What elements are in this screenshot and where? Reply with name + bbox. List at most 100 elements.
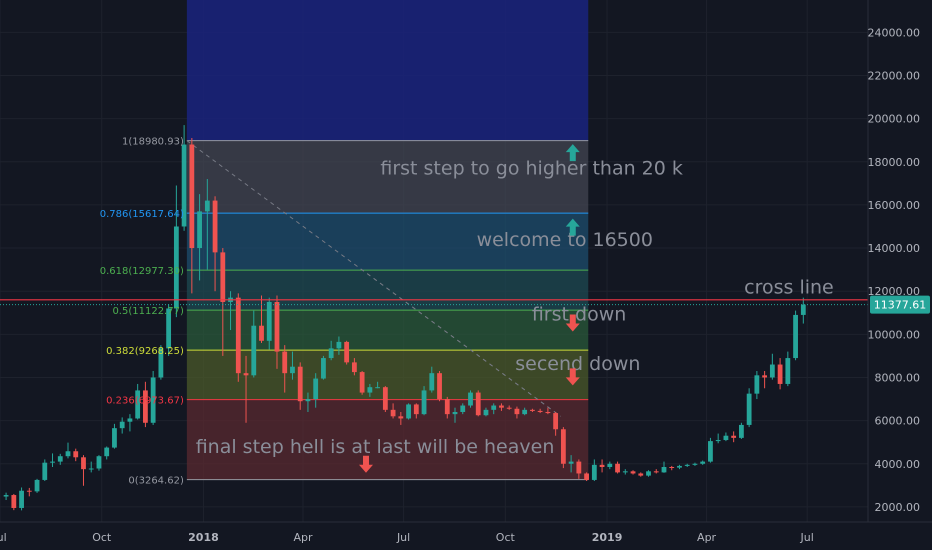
candle-body-70[interactable]: [545, 411, 551, 414]
candle-body-66[interactable]: [514, 408, 520, 415]
candle-body-2[interactable]: [19, 490, 24, 508]
candle-body-90[interactable]: [700, 461, 706, 464]
candle-body-49[interactable]: [382, 387, 388, 410]
candle-body-4[interactable]: [34, 479, 40, 492]
candle-body-67[interactable]: [522, 409, 528, 415]
candle-body-81[interactable]: [630, 471, 636, 474]
candle-body-103[interactable]: [800, 304, 806, 315]
candles[interactable]: [3, 125, 806, 511]
candle-body-40[interactable]: [313, 378, 319, 400]
candle-body-80[interactable]: [622, 471, 628, 473]
candle-body-23[interactable]: [181, 144, 187, 227]
candle-body-102[interactable]: [793, 314, 798, 359]
candle-body-16[interactable]: [127, 418, 133, 422]
candle-body-54[interactable]: [421, 390, 427, 415]
candle-body-58[interactable]: [452, 411, 458, 415]
candle-body-88[interactable]: [684, 464, 690, 466]
candle-body-56[interactable]: [437, 373, 442, 400]
candle-body-75[interactable]: [584, 473, 589, 480]
candle-body-52[interactable]: [406, 404, 411, 419]
candle-body-86[interactable]: [669, 466, 675, 468]
candle-body-85[interactable]: [661, 466, 667, 473]
candle-body-55[interactable]: [429, 373, 435, 391]
candle-body-95[interactable]: [738, 424, 744, 438]
candle-body-65[interactable]: [506, 407, 512, 409]
candle-body-79[interactable]: [615, 463, 620, 473]
candle-body-25[interactable]: [197, 211, 202, 249]
candle-body-13[interactable]: [104, 447, 110, 457]
candle-body-41[interactable]: [321, 358, 326, 379]
candle-body-63[interactable]: [491, 405, 497, 410]
candle-body-82[interactable]: [638, 473, 644, 476]
candle-body-47[interactable]: [367, 387, 373, 393]
candle-body-98[interactable]: [762, 375, 768, 378]
candle-body-22[interactable]: [173, 226, 179, 309]
candle-body-87[interactable]: [677, 465, 682, 468]
candle-body-21[interactable]: [166, 308, 172, 349]
candle-body-27[interactable]: [212, 200, 218, 253]
candle-body-48[interactable]: [375, 387, 381, 389]
candle-body-20[interactable]: [158, 348, 164, 378]
candle-body-60[interactable]: [468, 392, 473, 406]
candle-body-96[interactable]: [746, 393, 752, 425]
candle-body-99[interactable]: [769, 364, 775, 378]
candle-body-61[interactable]: [475, 392, 481, 416]
candle-body-71[interactable]: [553, 413, 559, 430]
candle-body-77[interactable]: [599, 464, 605, 467]
candle-body-18[interactable]: [143, 390, 148, 423]
candle-body-83[interactable]: [646, 471, 651, 476]
candle-body-38[interactable]: [297, 366, 303, 402]
candle-body-72[interactable]: [560, 429, 566, 464]
candle-body-97[interactable]: [754, 375, 760, 394]
candle-body-44[interactable]: [344, 341, 350, 363]
candle-body-36[interactable]: [282, 351, 288, 374]
candle-body-53[interactable]: [413, 404, 419, 415]
candle-body-5[interactable]: [42, 462, 48, 480]
candle-body-39[interactable]: [305, 399, 311, 402]
candle-body-30[interactable]: [235, 297, 241, 374]
candle-body-10[interactable]: [81, 457, 86, 470]
candle-body-100[interactable]: [777, 364, 783, 384]
candle-body-19[interactable]: [150, 377, 156, 423]
candle-body-76[interactable]: [591, 464, 597, 480]
candle-body-73[interactable]: [568, 461, 574, 464]
candle-body-34[interactable]: [266, 301, 272, 341]
candle-body-7[interactable]: [57, 456, 63, 462]
candle-body-78[interactable]: [607, 463, 613, 467]
candle-body-43[interactable]: [336, 341, 342, 349]
candle-body-35[interactable]: [274, 301, 280, 352]
candle-body-92[interactable]: [715, 440, 721, 442]
candle-body-68[interactable]: [530, 409, 535, 411]
candle-body-14[interactable]: [112, 428, 117, 448]
candle-body-64[interactable]: [499, 405, 504, 408]
candle-body-37[interactable]: [290, 366, 295, 374]
candle-body-46[interactable]: [359, 372, 365, 393]
candle-body-32[interactable]: [251, 325, 257, 376]
candle-body-28[interactable]: [220, 252, 226, 302]
candle-body-45[interactable]: [351, 362, 357, 373]
candle-body-93[interactable]: [723, 435, 729, 441]
candle-body-11[interactable]: [88, 468, 94, 470]
candle-body-12[interactable]: [96, 456, 102, 469]
candle-body-74[interactable]: [576, 461, 582, 474]
candle-body-3[interactable]: [26, 490, 32, 492]
candle-body-17[interactable]: [135, 390, 141, 419]
candle-body-89[interactable]: [692, 463, 698, 465]
candle-body-42[interactable]: [328, 348, 334, 359]
candle-body-94[interactable]: [731, 435, 737, 438]
candle-body-51[interactable]: [398, 416, 404, 419]
candle-body-0[interactable]: [3, 495, 9, 497]
candle-body-24[interactable]: [189, 144, 195, 249]
candle-body-1[interactable]: [11, 495, 17, 508]
candle-body-6[interactable]: [50, 461, 55, 463]
candle-body-33[interactable]: [259, 325, 264, 341]
candle-body-15[interactable]: [119, 421, 125, 429]
candle-body-62[interactable]: [483, 409, 489, 416]
candle-body-69[interactable]: [537, 410, 543, 412]
candle-body-9[interactable]: [73, 451, 79, 458]
candle-body-101[interactable]: [785, 358, 791, 384]
candle-body-57[interactable]: [444, 399, 450, 415]
candle-body-8[interactable]: [65, 451, 71, 457]
candle-body-59[interactable]: [460, 405, 466, 412]
